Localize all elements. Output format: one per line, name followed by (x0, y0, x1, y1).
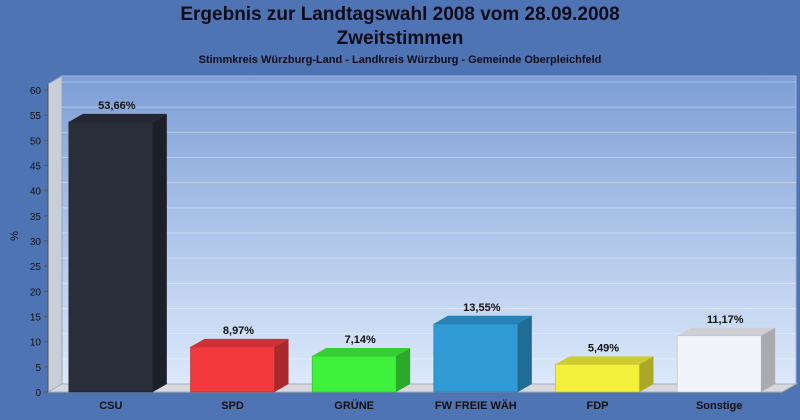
bar-side (152, 113, 167, 393)
bar-side (517, 315, 532, 392)
bar (68, 113, 167, 393)
y-tick-label: 0 (35, 388, 41, 399)
bar-top (555, 356, 654, 365)
y-tick-label: 10 (30, 338, 42, 349)
bar-top (68, 113, 167, 122)
bar-front (190, 346, 275, 393)
y-tick-label: 50 (30, 136, 42, 147)
x-tick-label: CSU (99, 400, 122, 412)
x-tick-label: FDP (587, 400, 609, 412)
bar-value-label: 5,49% (588, 342, 619, 354)
bar-top (677, 327, 776, 336)
bar-side (396, 348, 411, 392)
bar-front (676, 335, 762, 393)
bar-front (433, 323, 519, 393)
y-axis: 0 5 10 15 20 25 30 35 40 45 50 55 60 (30, 84, 49, 399)
chart-caption: Stimmkreis Würzburg-Land - Landkreis Wür… (198, 54, 602, 66)
y-tick-label: 45 (30, 162, 42, 173)
bar (190, 338, 289, 393)
bar-top (190, 338, 289, 347)
y-tick-label: 60 (30, 86, 42, 97)
bar-value-label: 7,14% (345, 334, 376, 346)
bar-front (555, 364, 640, 393)
plot-back-wall (61, 75, 797, 385)
bar (433, 315, 532, 393)
bar-value-label: 13,55% (463, 302, 501, 314)
bar-value-label: 8,97% (223, 325, 254, 337)
x-tick-label: GRÜNE (334, 399, 374, 412)
chart-subtitle: Zweitstimmen (336, 28, 464, 49)
bar-side (639, 356, 654, 392)
x-tick-label: Sonstige (696, 400, 742, 412)
plot-left-wall (47, 75, 63, 393)
bar-top (312, 348, 411, 357)
y-tick-label: 35 (30, 212, 42, 223)
chart-title: Ergebnis zur Landtagswahl 2008 vom 28.09… (180, 4, 620, 25)
bar (555, 356, 654, 393)
value-labels: 53,66% 8,97% 7,14% 13,55% 5,49% 11,17% (98, 100, 744, 354)
bar-value-label: 53,66% (98, 100, 136, 112)
bar-front (311, 355, 397, 393)
bar-value-label: 11,17% (707, 314, 744, 326)
bars (68, 113, 776, 393)
bar (311, 348, 411, 393)
y-axis-label: % (9, 231, 21, 241)
grid-lines (62, 81, 796, 360)
y-tick-label: 30 (30, 237, 42, 248)
bar-side (761, 327, 776, 392)
bar-top (433, 315, 532, 324)
bar-side (274, 338, 289, 392)
x-tick-label: FW FREIE WÄH (435, 399, 517, 412)
x-axis: CSU SPD GRÜNE FW FREIE WÄH FDP Sonstige (99, 399, 742, 412)
bar-front (68, 121, 154, 393)
y-tick-label: 20 (30, 287, 42, 298)
y-tick-label: 25 (30, 262, 42, 273)
y-tick-label: 15 (30, 313, 42, 324)
y-tick-label: 5 (35, 363, 41, 374)
y-tick-label: 40 (30, 187, 42, 198)
x-tick-label: SPD (221, 400, 244, 412)
y-tick-label: 55 (30, 111, 42, 122)
bar (676, 327, 776, 393)
